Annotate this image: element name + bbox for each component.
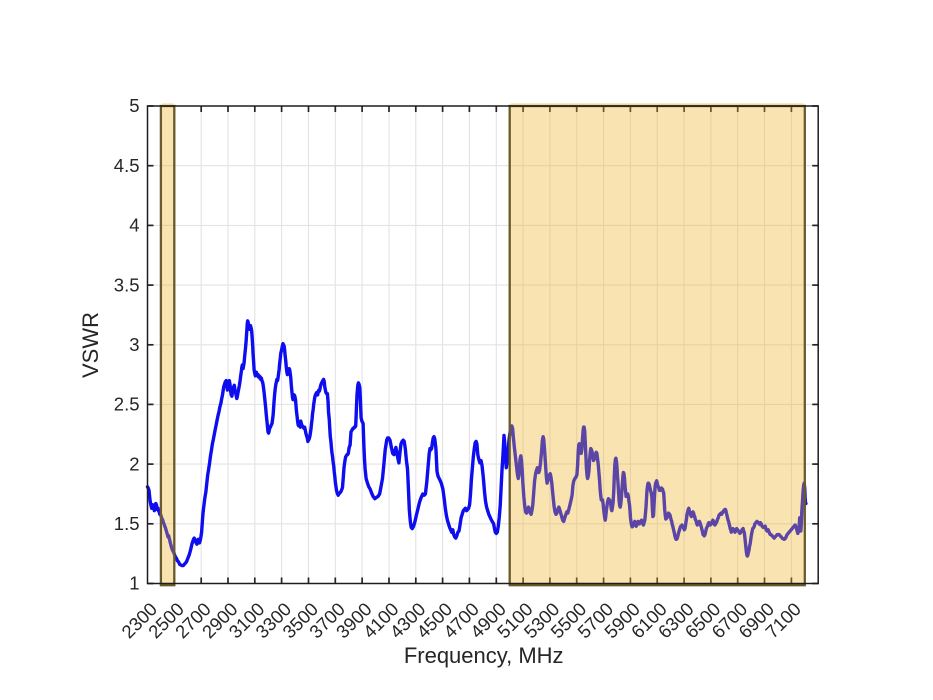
svg-text:2.5: 2.5	[114, 394, 140, 415]
svg-text:3.5: 3.5	[114, 274, 140, 295]
svg-text:2: 2	[129, 453, 139, 474]
svg-text:4.5: 4.5	[114, 155, 140, 176]
svg-text:Frequency, MHz: Frequency, MHz	[404, 643, 564, 668]
svg-text:1.5: 1.5	[114, 513, 140, 534]
svg-text:4: 4	[129, 215, 139, 236]
svg-text:5: 5	[129, 95, 139, 116]
svg-text:1: 1	[129, 573, 139, 594]
svg-text:VSWR: VSWR	[78, 312, 103, 378]
svg-text:3: 3	[129, 334, 139, 355]
